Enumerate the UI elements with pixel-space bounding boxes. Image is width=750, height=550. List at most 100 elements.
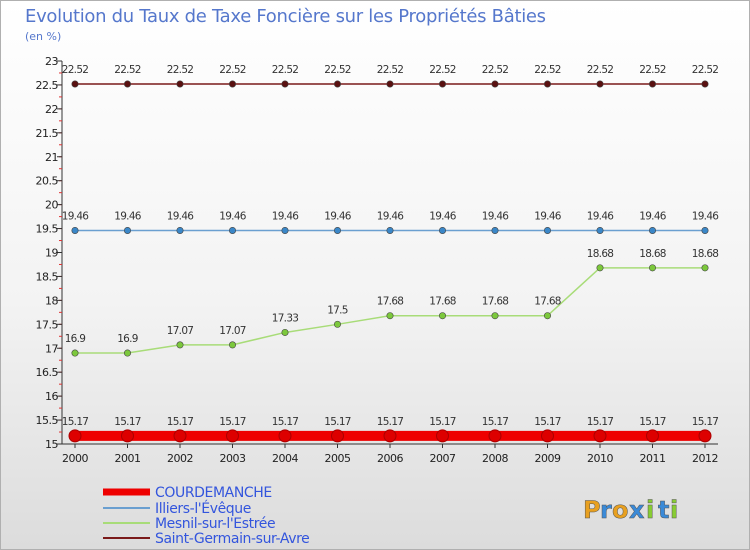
data-label: 17.07 (219, 325, 246, 337)
data-point (281, 226, 289, 234)
data-point (596, 264, 604, 272)
data-point (701, 264, 709, 272)
data-label: 22.52 (377, 64, 404, 76)
data-label: 19.46 (272, 210, 300, 222)
legend-label: Mesnil-sur-l'Estrée (155, 516, 275, 532)
x-tick-label: 2006 (377, 452, 403, 465)
y-tick-label: 22 (45, 103, 58, 116)
data-point (229, 341, 237, 349)
data-label: 22.52 (167, 64, 194, 76)
data-point (386, 312, 394, 320)
data-point (646, 429, 659, 443)
chart-title: Evolution du Taux de Taxe Foncière sur l… (25, 6, 546, 27)
data-point (71, 80, 79, 88)
data-point (226, 429, 239, 443)
data-label: 15.17 (114, 416, 141, 428)
data-point (543, 312, 551, 320)
data-point (176, 80, 184, 88)
data-point (386, 226, 394, 234)
x-tick-label: 2007 (430, 452, 456, 465)
data-point (491, 312, 499, 320)
data-label: 15.17 (534, 416, 561, 428)
data-label: 19.46 (639, 210, 667, 222)
legend-label: Illiers-l'Évêque (155, 500, 251, 517)
y-tick-label: 16 (45, 390, 58, 403)
data-label: 22.52 (534, 64, 561, 76)
data-label: 19.46 (167, 210, 195, 222)
logo-letter: t (658, 496, 670, 524)
series-0: 15.17 15.17 15.17 15.17 15.17 15.17 15.17 15.17… (62, 416, 719, 443)
y-tick-label: 21 (45, 151, 58, 164)
data-label: 17.68 (534, 296, 561, 308)
data-point (593, 429, 607, 443)
series-1: 19.46 19.46 19.46 19.46 19.46 19.46 19.46 19.46… (62, 210, 720, 234)
y-tick-label: 17.5 (36, 318, 59, 331)
data-point (333, 80, 341, 88)
data-point (331, 429, 344, 443)
logo-letter: o (612, 496, 630, 524)
data-label: 22.52 (639, 64, 666, 76)
data-point (488, 429, 502, 443)
data-point (281, 80, 289, 88)
data-point (438, 80, 446, 88)
data-point (386, 80, 394, 88)
legend-label: COURDEMANCHE (155, 485, 272, 501)
data-point (124, 349, 132, 357)
data-point (229, 226, 237, 234)
data-point (176, 226, 184, 234)
data-label: 15.17 (62, 416, 89, 428)
data-label: 15.17 (219, 416, 246, 428)
data-label: 15.17 (377, 416, 404, 428)
data-label: 22.52 (219, 64, 246, 76)
series-2: 16.9 16.9 17.07 17.07 17.33 17.5 17.68 17.68 17.… (65, 248, 719, 357)
logo-letter: r (600, 496, 613, 524)
y-tick-label: 18 (45, 294, 58, 307)
y-tick-label: 19.5 (36, 223, 59, 236)
data-point (383, 429, 397, 443)
data-point (701, 226, 709, 234)
data-point (698, 429, 712, 443)
unit-label: (en %) (25, 30, 61, 43)
data-label: 18.68 (587, 248, 614, 260)
data-point (648, 80, 656, 88)
data-point (543, 226, 551, 234)
y-tick-label: 15 (45, 438, 58, 451)
data-label: 15.17 (429, 416, 456, 428)
data-point (596, 80, 604, 88)
x-tick-label: 2000 (62, 452, 88, 465)
data-point (648, 226, 656, 234)
data-point (229, 80, 237, 88)
data-label: 22.52 (482, 64, 509, 76)
y-tick-label: 18.5 (36, 270, 59, 283)
y-tick-label: 21.5 (36, 127, 59, 140)
data-point (436, 429, 449, 443)
data-point (278, 429, 292, 443)
data-label: 19.46 (429, 210, 457, 222)
x-tick-label: 2009 (535, 452, 561, 465)
data-label: 15.17 (639, 416, 666, 428)
logo-letter: i (646, 496, 655, 524)
data-label: 19.46 (324, 210, 352, 222)
legend: COURDEMANCHEIlliers-l'ÉvêqueMesnil-sur-l… (103, 485, 310, 547)
data-label: 18.68 (692, 248, 719, 260)
data-label: 22.52 (429, 64, 456, 76)
data-label: 15.17 (324, 416, 351, 428)
legend-label: Saint-Germain-sur-Avre (155, 531, 309, 547)
data-point (491, 80, 499, 88)
data-point (541, 429, 554, 443)
data-label: 22.52 (62, 64, 89, 76)
data-point (333, 320, 341, 328)
data-point (71, 226, 79, 234)
data-label: 19.46 (377, 210, 405, 222)
data-label: 22.52 (587, 64, 614, 76)
data-point (596, 226, 604, 234)
y-tick-label: 17 (45, 342, 58, 355)
y-tick-label: 20 (45, 199, 58, 212)
logo-letter: x (629, 496, 645, 524)
data-label: 22.52 (692, 64, 719, 76)
series-layer: 22.52 22.52 22.52 22.52 22.52 22.52 22.52 22.52… (62, 64, 720, 443)
data-point (173, 429, 187, 443)
data-label: 16.9 (117, 333, 138, 345)
